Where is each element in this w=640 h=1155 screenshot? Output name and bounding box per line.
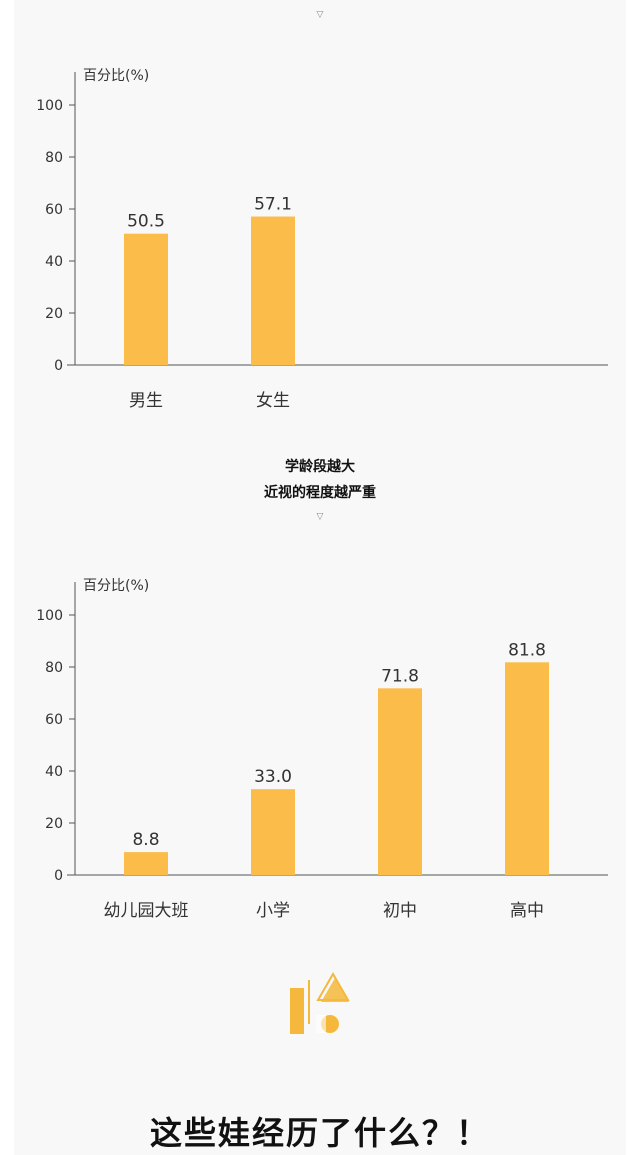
school-stage-bar-chart: 百分比(%) 0 20 40 60 80 100 8.8 幼儿园大班 33.0 小学 71.8 初中 81… xyxy=(0,570,640,930)
school-chart-svg: 百分比(%) 0 20 40 60 80 100 8.8 幼儿园大班 33.0 小学 71.8 初中 81… xyxy=(36,578,608,921)
bar-value-label: 33.0 xyxy=(254,767,292,787)
x-category-label: 小学 xyxy=(256,901,290,921)
y-tick-label: 80 xyxy=(45,150,63,166)
decor-line-shape xyxy=(308,980,310,1024)
bar-value-label: 71.8 xyxy=(381,666,419,686)
y-axis-label: 百分比(%) xyxy=(83,68,149,84)
bar-value-label: 57.1 xyxy=(254,195,292,215)
x-category-label: 幼儿园大班 xyxy=(104,901,189,921)
geometric-shapes-icon xyxy=(286,968,356,1042)
decor-bar-shape xyxy=(290,988,304,1034)
y-tick-label: 0 xyxy=(54,868,63,884)
y-tick-label: 40 xyxy=(45,254,63,270)
y-tick-label: 40 xyxy=(45,764,63,780)
bar-value-label: 50.5 xyxy=(127,212,165,232)
bar-value-label: 81.8 xyxy=(508,640,546,660)
bar xyxy=(251,216,295,365)
caption-line-1: 学龄段越大 xyxy=(285,459,355,475)
x-category-label: 高中 xyxy=(510,901,544,921)
decor-square-shape xyxy=(316,1015,326,1033)
caption-line-2: 近视的程度越严重 xyxy=(264,485,376,501)
y-tick-label: 100 xyxy=(36,608,63,624)
x-category-label: 男生 xyxy=(129,391,163,411)
y-tick-label: 0 xyxy=(54,358,63,374)
bar xyxy=(124,233,168,365)
triangle-marker-icon: ▽ xyxy=(316,512,324,522)
y-tick-label: 80 xyxy=(45,660,63,676)
triangle-marker-icon: ▽ xyxy=(316,10,324,20)
bar xyxy=(251,789,295,875)
y-tick-label: 60 xyxy=(45,712,63,728)
y-tick-label: 60 xyxy=(45,202,63,218)
decor-triangle-shape xyxy=(321,978,349,1002)
x-category-label: 初中 xyxy=(383,901,417,921)
y-tick-label: 20 xyxy=(45,816,63,832)
headline: 这些娃经历了什么？！ xyxy=(149,1114,490,1152)
y-tick-label: 100 xyxy=(36,98,63,114)
bar xyxy=(505,662,549,875)
content-panel xyxy=(14,0,626,1155)
gender-bar-chart: 百分比(%) 0 20 40 60 80 100 50.5 男生 57.1 女生 xyxy=(0,60,640,420)
y-tick-label: 20 xyxy=(45,306,63,322)
gender-chart-svg: 百分比(%) 0 20 40 60 80 100 50.5 男生 57.1 女生 xyxy=(36,68,608,411)
x-category-label: 女生 xyxy=(256,391,290,411)
bar xyxy=(378,688,422,875)
y-axis-label: 百分比(%) xyxy=(83,578,149,594)
bar xyxy=(124,852,168,875)
bar-value-label: 8.8 xyxy=(132,830,159,850)
